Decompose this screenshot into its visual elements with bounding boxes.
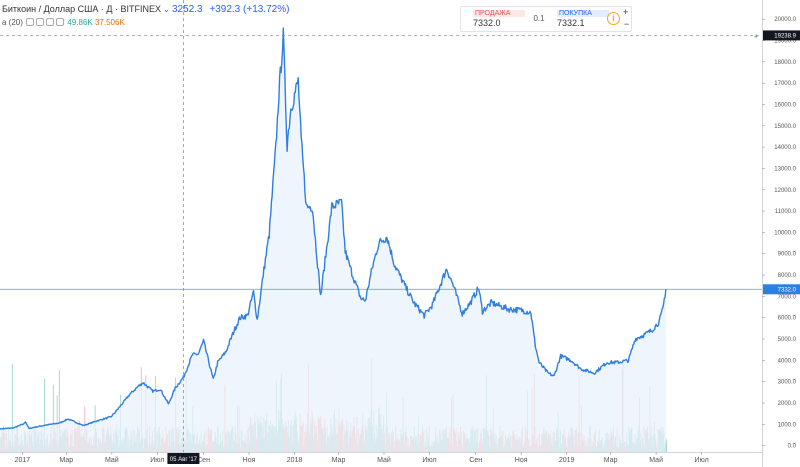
close-icon[interactable] xyxy=(46,18,55,26)
volume-bar xyxy=(11,364,13,452)
price-line xyxy=(0,27,667,430)
y-tick-label: 6000.0 xyxy=(778,316,797,322)
x-tick-label: 2017 xyxy=(15,457,31,464)
symbol-title[interactable]: Биткоин / Доллар США · Д · BITFINEX xyxy=(2,4,161,14)
settings-icon[interactable] xyxy=(36,18,45,26)
price-change: +392.3 (+13.72%) xyxy=(209,4,290,15)
x-tick-label: Май xyxy=(105,456,119,464)
chevron-down-icon[interactable]: ⌄ xyxy=(162,5,170,14)
y-tick-label: 1000.0 xyxy=(778,422,797,428)
y-tick-label: 12000.0 xyxy=(774,188,796,194)
volume-bar xyxy=(52,384,54,452)
more-icon[interactable] xyxy=(56,18,65,26)
x-tick-label: Сен xyxy=(197,457,210,464)
volume-down-value: 37.506K xyxy=(94,18,125,27)
volume-indicator-label[interactable]: а (20) xyxy=(2,18,23,27)
volume-row: а (20) 49.86K 37.506K xyxy=(2,18,125,27)
y-tick-label: 19000.0 xyxy=(774,39,796,45)
y-tick-label: 17000.0 xyxy=(774,81,796,87)
x-tick-label: Июл xyxy=(694,457,708,464)
y-tick-label: 13000.0 xyxy=(774,166,796,172)
y-tick-label: 2000.0 xyxy=(778,401,797,407)
plus-icon[interactable]: + xyxy=(623,7,629,17)
x-tick-label: Мар xyxy=(604,457,618,464)
x-tick-label: Июл xyxy=(422,457,436,464)
volume-bar xyxy=(58,370,60,452)
price-axis xyxy=(762,0,800,467)
chart-legend: Биткоин / Доллар США · Д · BITFINEX ⌄ а (… xyxy=(0,2,250,34)
y-tick-label: 9000.0 xyxy=(778,252,797,258)
y-tick-label: 18000.0 xyxy=(774,60,796,66)
y-tick-label: 20000.0 xyxy=(774,17,796,23)
y-tick-label: 14000.0 xyxy=(774,145,796,151)
y-tick-label: 10000.0 xyxy=(774,230,796,236)
sell-button[interactable]: ПРОДАЖА 7332.0 xyxy=(461,7,525,31)
y-tick-label: 16000.0 xyxy=(774,102,796,108)
buy-button[interactable]: ПОКУПКА 7332.1 xyxy=(553,7,609,31)
buy-price: 7332.1 xyxy=(557,18,585,28)
crosshair-date-label: 05 Авг '17 xyxy=(170,457,198,463)
y-tick-label: 11000.0 xyxy=(775,209,797,215)
buy-label: ПОКУПКА xyxy=(557,10,609,17)
info-icon[interactable]: i xyxy=(607,12,620,25)
buy-sell-widget: ПРОДАЖА 7332.0 0.1 ПОКУПКА 7332.1 i + − xyxy=(460,6,632,32)
quote-values: 3252.3 +392.3 (+13.72%) xyxy=(172,4,289,15)
volume-bar xyxy=(665,441,667,452)
y-tick-label: 4000.0 xyxy=(778,358,797,364)
x-tick-label: Май xyxy=(377,456,391,464)
crosshair-plus-icon: + xyxy=(754,33,758,40)
close-price: 3252.3 xyxy=(172,4,203,15)
x-tick-label: 2018 xyxy=(287,457,303,464)
symbol-row: Биткоин / Доллар США · Д · BITFINEX ⌄ xyxy=(2,4,170,14)
last-price-badge xyxy=(763,284,800,295)
price-area xyxy=(0,28,666,452)
x-tick-label: 2019 xyxy=(559,457,575,464)
y-tick-label: 15000.0 xyxy=(774,124,796,130)
y-tick-label: 7000.0 xyxy=(778,294,797,300)
y-tick-label: 5000.0 xyxy=(778,337,797,343)
sell-label: ПРОДАЖА xyxy=(473,10,525,17)
spread-value: 0.1 xyxy=(533,14,545,23)
last-price-label: 7332.0 xyxy=(778,287,797,293)
minus-icon[interactable]: − xyxy=(624,19,630,29)
x-tick-label: Сен xyxy=(469,457,482,464)
x-tick-label: Ноя xyxy=(515,457,528,464)
eye-icon[interactable] xyxy=(26,18,35,26)
x-tick-label: Мар xyxy=(332,457,346,464)
y-tick-label: 0.0 xyxy=(788,444,797,450)
x-tick-label: Май xyxy=(649,456,663,464)
x-tick-label: Мар xyxy=(60,457,74,464)
x-tick-label: Июл xyxy=(150,457,164,464)
volume-up-value: 49.86K xyxy=(67,18,93,27)
volume-bar xyxy=(44,378,45,452)
y-tick-label: 8000.0 xyxy=(778,273,797,279)
x-tick-label: Ноя xyxy=(243,457,256,464)
sell-price: 7332.0 xyxy=(473,18,501,28)
crosshair-price-label: 19238.9 xyxy=(774,33,796,39)
crosshair-price-badge xyxy=(763,30,800,41)
y-tick-label: 3000.0 xyxy=(778,380,797,386)
crosshair-date-badge xyxy=(167,453,200,464)
